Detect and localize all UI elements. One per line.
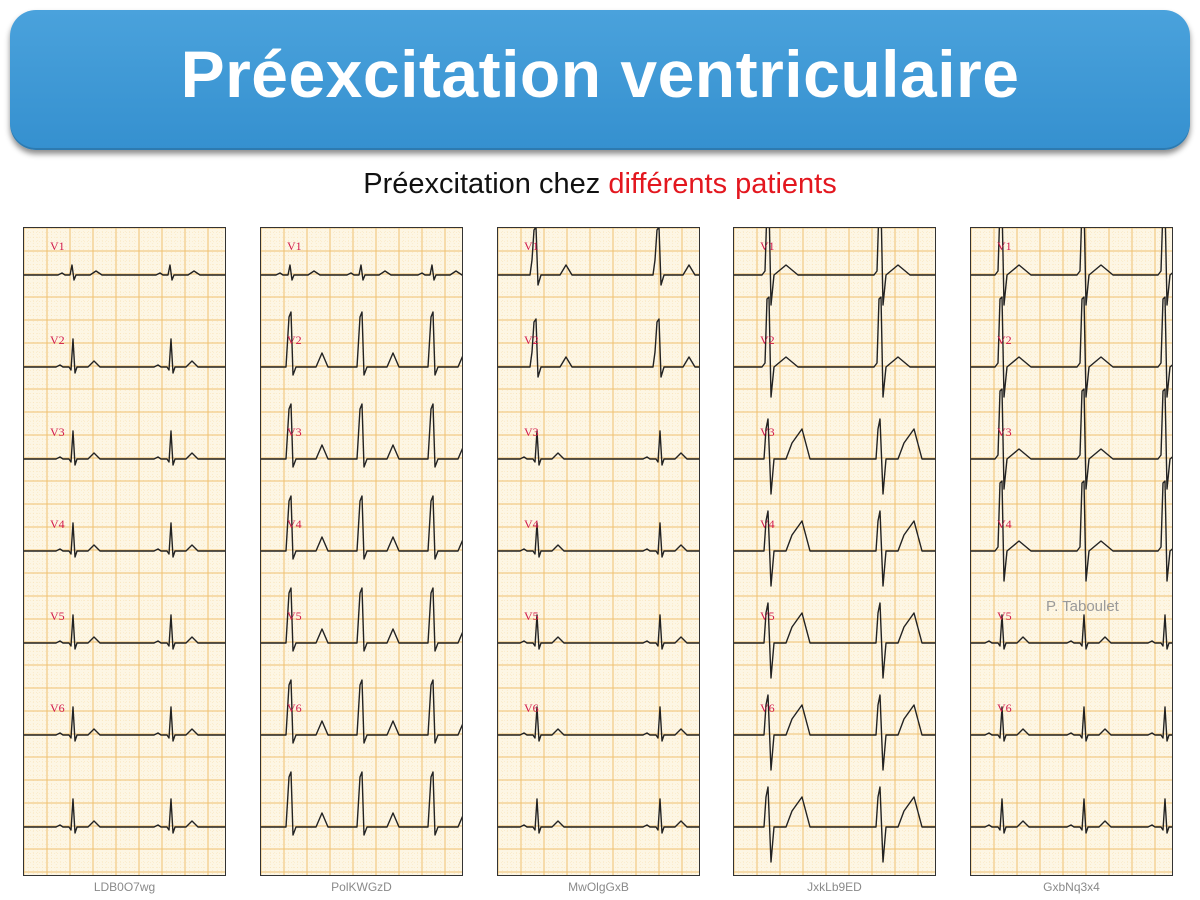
lead-label-v1: V1 — [287, 239, 302, 253]
lead-label-v5: V5 — [524, 609, 539, 623]
ecg-grid — [734, 228, 935, 875]
lead-label-v6: V6 — [997, 701, 1012, 715]
ecg-trace — [24, 338, 225, 374]
subtitle-plain: Préexcitation chez — [363, 168, 609, 200]
ecg-trace — [498, 798, 699, 834]
lead-label-v1: V1 — [50, 239, 65, 253]
title-banner: Préexcitation ventriculaire — [10, 10, 1190, 150]
slide-subtitle: Préexcitation chez différents patients — [0, 168, 1200, 201]
lead-label-v3: V3 — [50, 425, 65, 439]
ecg-trace — [24, 798, 225, 834]
ecg-strip-svg: V1 V2 V3 V4 V5 V6 — [971, 228, 1172, 875]
lead-label-v5: V5 — [997, 609, 1012, 623]
lead-label-v6: V6 — [760, 701, 775, 715]
lead-label-v3: V3 — [287, 425, 302, 439]
ecg-trace — [261, 311, 462, 376]
ecg-trace — [971, 388, 1172, 490]
ecg-trace — [734, 228, 935, 306]
author-credit: P. Taboulet — [1046, 598, 1119, 615]
strip-code-4: JxkLb9ED — [807, 880, 862, 894]
lead-label-v4: V4 — [760, 517, 775, 531]
strip-code-3: MwOlgGxB — [568, 880, 629, 894]
ecg-trace — [24, 522, 225, 558]
ecg-trace — [261, 403, 462, 468]
subtitle-highlight: différents patients — [608, 168, 837, 200]
lead-label-v2: V2 — [997, 333, 1012, 347]
ecg-trace — [734, 296, 935, 398]
ecg-trace — [261, 495, 462, 560]
ecg-trace — [498, 318, 699, 378]
lead-label-v4: V4 — [524, 517, 539, 531]
ecg-trace — [24, 706, 225, 742]
ecg-trace — [24, 264, 225, 281]
ecg-trace — [498, 430, 699, 466]
lead-label-v3: V3 — [997, 425, 1012, 439]
ecg-trace — [971, 614, 1172, 650]
lead-label-v6: V6 — [524, 701, 539, 715]
ecg-strip-4: V1 V2 V3 V4 V5 V6 — [733, 227, 936, 876]
ecg-trace — [971, 228, 1172, 306]
ecg-trace — [261, 771, 462, 836]
lead-label-v4: V4 — [997, 517, 1012, 531]
ecg-strip-3: V1 V2 V3 V4 V5 V6 — [497, 227, 700, 876]
ecg-trace — [261, 264, 462, 281]
ecg-strip-2: V1 V2 V3 V4 V5 V6 — [260, 227, 463, 876]
ecg-trace — [734, 602, 935, 679]
ecg-trace — [498, 706, 699, 742]
ecg-trace — [24, 614, 225, 650]
ecg-trace — [971, 480, 1172, 582]
lead-label-v5: V5 — [50, 609, 65, 623]
lead-label-v6: V6 — [287, 701, 302, 715]
ecg-grid — [498, 228, 699, 875]
lead-label-v2: V2 — [287, 333, 302, 347]
lead-label-v5: V5 — [760, 609, 775, 623]
ecg-strip-svg: V1 V2 V3 V4 V5 V6 — [261, 228, 462, 875]
ecg-trace — [261, 587, 462, 652]
lead-label-v4: V4 — [287, 517, 302, 531]
ecg-trace — [498, 228, 699, 286]
ecg-strip-svg: V1 V2 V3 V4 V5 V6 — [498, 228, 699, 875]
ecg-strip-svg: V1 V2 V3 V4 V5 V6 — [734, 228, 935, 875]
ecg-strip-svg: V1 V2 V3 V4 V5 V6 — [24, 228, 225, 875]
lead-label-v1: V1 — [524, 239, 539, 253]
lead-label-v3: V3 — [524, 425, 539, 439]
ecg-trace — [971, 706, 1172, 742]
ecg-trace — [24, 430, 225, 466]
ecg-trace — [261, 679, 462, 744]
ecg-trace — [971, 296, 1172, 398]
ecg-trace — [734, 694, 935, 771]
lead-label-v2: V2 — [760, 333, 775, 347]
ecg-grid — [24, 228, 225, 875]
ecg-trace — [971, 798, 1172, 834]
ecg-trace — [734, 418, 935, 495]
strip-code-5: GxbNq3x4 — [1043, 880, 1100, 894]
lead-label-v4: V4 — [50, 517, 65, 531]
lead-label-v5: V5 — [287, 609, 302, 623]
strip-code-2: PolKWGzD — [331, 880, 392, 894]
ecg-strip-1: V1 V2 V3 V4 V5 V6 — [23, 227, 226, 876]
ecg-trace — [498, 614, 699, 650]
lead-label-v2: V2 — [50, 333, 65, 347]
ecg-trace — [734, 786, 935, 863]
slide-title: Préexcitation ventriculaire — [180, 37, 1020, 111]
lead-label-v1: V1 — [760, 239, 775, 253]
strip-code-1: LDB0O7wg — [93, 880, 156, 894]
ecg-grid — [971, 228, 1172, 875]
lead-label-v1: V1 — [997, 239, 1012, 253]
ecg-trace — [498, 522, 699, 558]
lead-label-v6: V6 — [50, 701, 65, 715]
lead-label-v3: V3 — [760, 425, 775, 439]
ecg-trace — [734, 510, 935, 587]
ecg-strip-5: V1 V2 V3 V4 V5 V6 — [970, 227, 1173, 876]
lead-label-v2: V2 — [524, 333, 539, 347]
